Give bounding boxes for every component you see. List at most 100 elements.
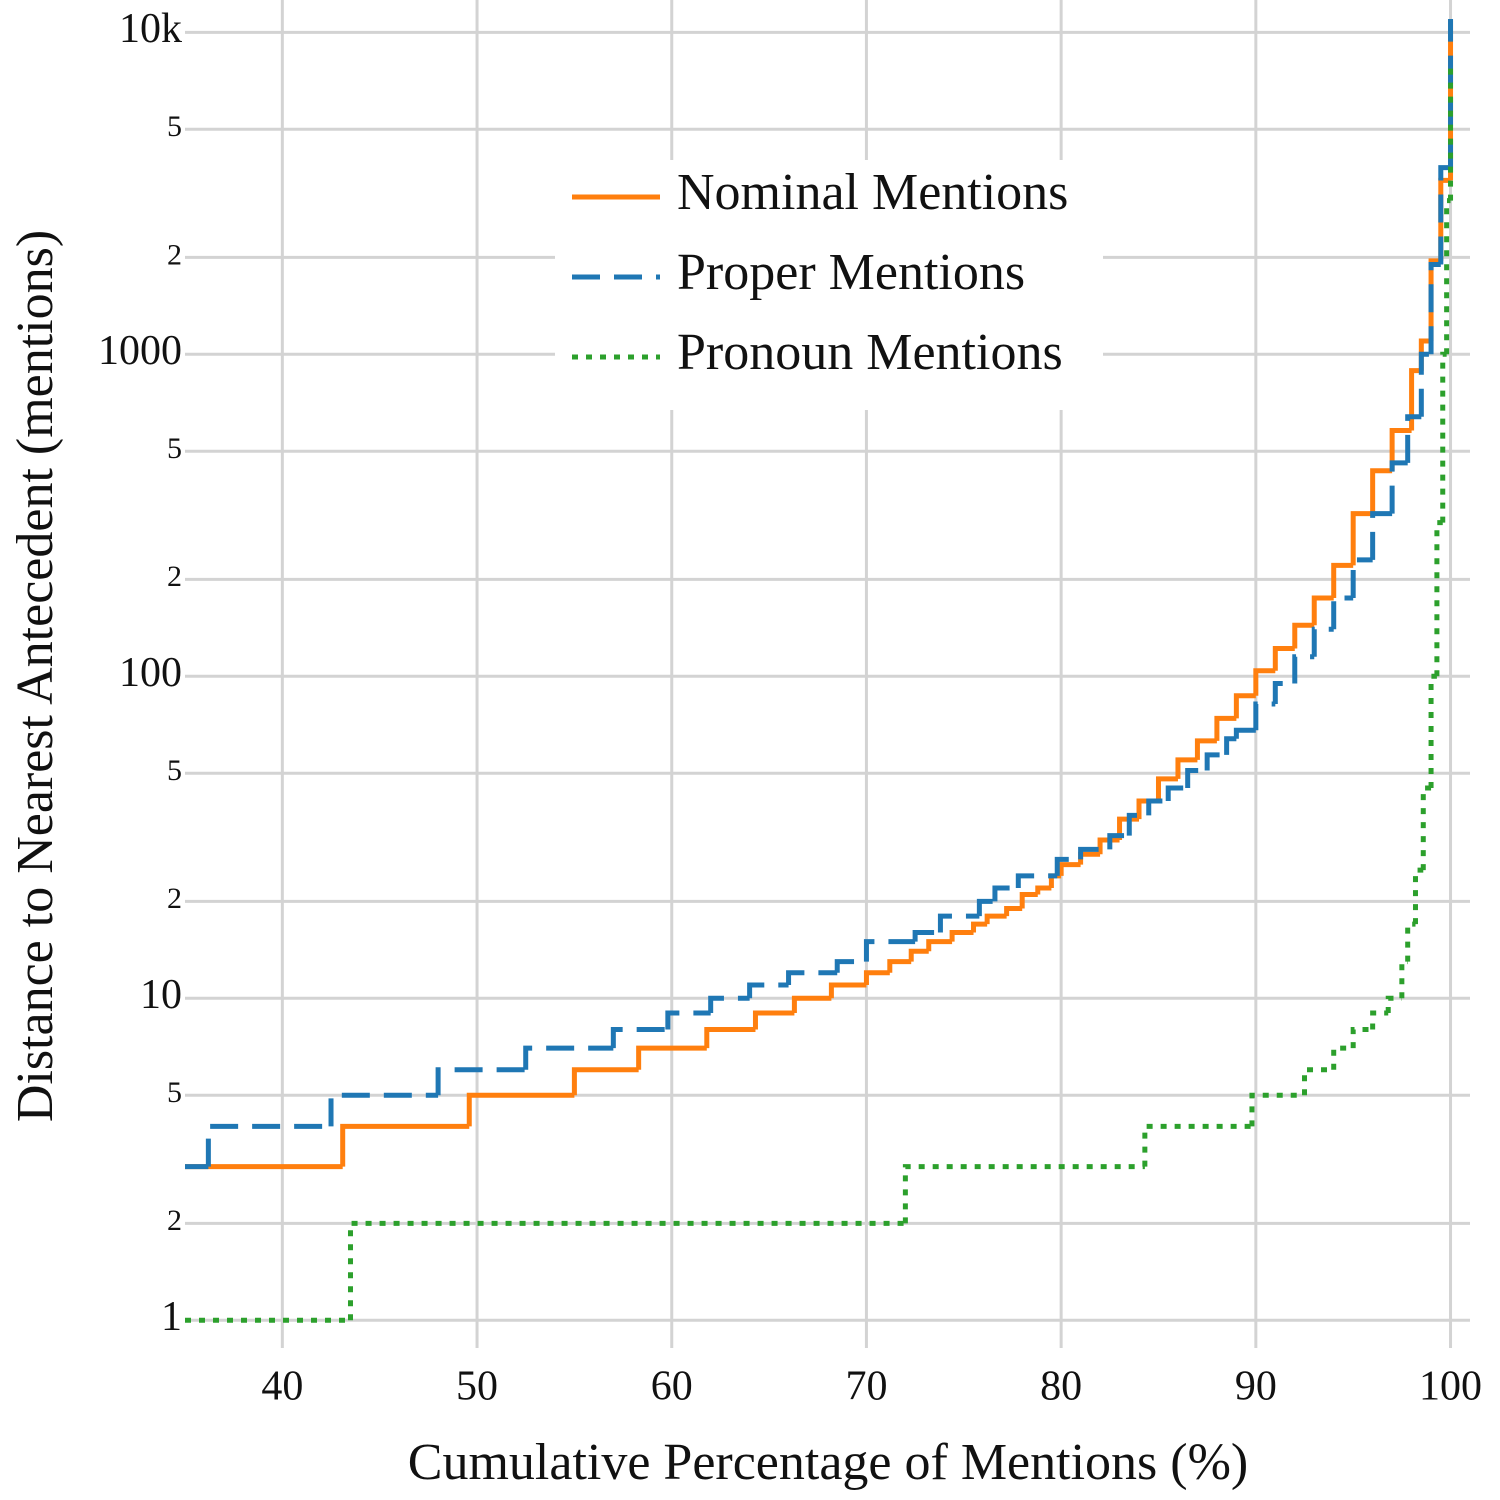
series-line <box>708 995 750 1013</box>
series-line <box>1175 757 1198 779</box>
series-line <box>1142 1123 1252 1167</box>
series-line <box>1418 351 1432 417</box>
series-line <box>1331 1045 1354 1070</box>
series-line <box>1350 1026 1373 1049</box>
series-line <box>1224 736 1237 755</box>
series-line <box>1311 626 1334 657</box>
series-line <box>1331 595 1354 630</box>
series-line <box>1035 885 1052 895</box>
series-line <box>1272 645 1295 671</box>
series-line <box>665 1010 711 1030</box>
series-line <box>1370 1010 1389 1030</box>
series-line <box>1078 851 1101 865</box>
series-line <box>1438 165 1451 265</box>
series-line <box>466 1092 575 1127</box>
series-line <box>1370 511 1393 560</box>
y-tick-label: 1 <box>161 1294 182 1340</box>
series-line <box>1292 654 1315 684</box>
series-line <box>1054 856 1081 876</box>
series-line <box>1405 921 1416 962</box>
series-line <box>926 939 953 952</box>
series-line <box>984 913 1007 925</box>
series-line <box>1311 595 1334 626</box>
series-line <box>1078 846 1110 860</box>
series-line <box>1272 680 1295 705</box>
series-line <box>1302 1067 1334 1096</box>
series-line <box>1428 673 1437 788</box>
series-line <box>571 1067 639 1096</box>
series-line <box>1233 727 1256 739</box>
series-line <box>1214 715 1237 741</box>
series-line <box>1444 198 1451 355</box>
legend-box <box>555 160 1103 410</box>
series-line <box>1420 785 1432 871</box>
series-line <box>340 1123 470 1167</box>
series-line <box>1146 798 1169 816</box>
x-axis-label: Cumulative Percentage of Mentions (%) <box>408 1434 1248 1491</box>
series-line <box>1409 368 1422 431</box>
series-line <box>1405 414 1422 463</box>
x-tick-label: 60 <box>651 1364 693 1410</box>
series-line <box>1194 738 1217 760</box>
y-tick-label: 100 <box>119 650 182 696</box>
y-tick-label: 2 <box>167 238 182 271</box>
series-line <box>971 921 988 933</box>
series-line <box>1428 258 1441 341</box>
series-line <box>328 1092 439 1127</box>
series-line <box>1370 468 1393 514</box>
y-tick-label: 5 <box>167 754 182 787</box>
legend-label: Pronoun Mentions <box>677 324 1063 381</box>
series-line <box>791 995 832 1013</box>
series-line <box>1292 622 1315 649</box>
series-line <box>902 1164 1145 1224</box>
series-line <box>1385 995 1402 1013</box>
series-line <box>610 1026 668 1049</box>
series-line <box>752 1010 795 1030</box>
series-line <box>834 959 867 973</box>
series-line <box>1204 752 1227 771</box>
series-line <box>949 930 974 942</box>
series-line <box>786 970 838 985</box>
series-line <box>1233 693 1256 719</box>
series-line <box>1019 892 1038 909</box>
series-line <box>747 982 789 999</box>
x-tick-label: 80 <box>1040 1364 1082 1410</box>
series-line <box>205 1123 332 1167</box>
series-line <box>347 1220 906 1321</box>
series-line <box>1389 460 1408 514</box>
series-line <box>1126 812 1149 836</box>
series-line <box>1434 520 1443 677</box>
series-line <box>1165 785 1188 801</box>
series-line <box>1253 668 1276 696</box>
y-tick-label: 1000 <box>98 328 182 374</box>
series-line <box>636 1045 707 1070</box>
x-tick-label: 70 <box>845 1364 887 1410</box>
legend-label: Proper Mentions <box>677 244 1025 301</box>
series-line <box>863 970 890 985</box>
x-tick-label: 40 <box>261 1364 303 1410</box>
series-line <box>1117 816 1140 841</box>
series-line <box>887 959 912 973</box>
series-line <box>1097 837 1120 855</box>
series-line <box>1389 427 1412 471</box>
y-tick-label: 10k <box>119 6 182 52</box>
series-line <box>1185 767 1208 788</box>
y-tick-label: 5 <box>167 110 182 143</box>
series-line <box>976 898 995 917</box>
y-tick-label: 2 <box>167 882 182 915</box>
y-tick-label: 2 <box>167 560 182 593</box>
legend-label: Nominal Mentions <box>677 164 1068 221</box>
series-line <box>1350 511 1373 566</box>
series-line <box>1412 867 1424 925</box>
series-line <box>1249 1092 1305 1127</box>
series-line <box>435 1067 526 1096</box>
series-line <box>1155 776 1178 801</box>
series-line <box>1399 959 1408 999</box>
series-line <box>863 939 916 962</box>
series-line <box>1015 873 1058 889</box>
series-line <box>1253 701 1276 731</box>
y-axis-label: Distance to Nearest Antecedent (mentions… <box>7 230 64 1122</box>
y-tick-label: 5 <box>167 1076 182 1109</box>
series-line <box>523 1045 614 1070</box>
